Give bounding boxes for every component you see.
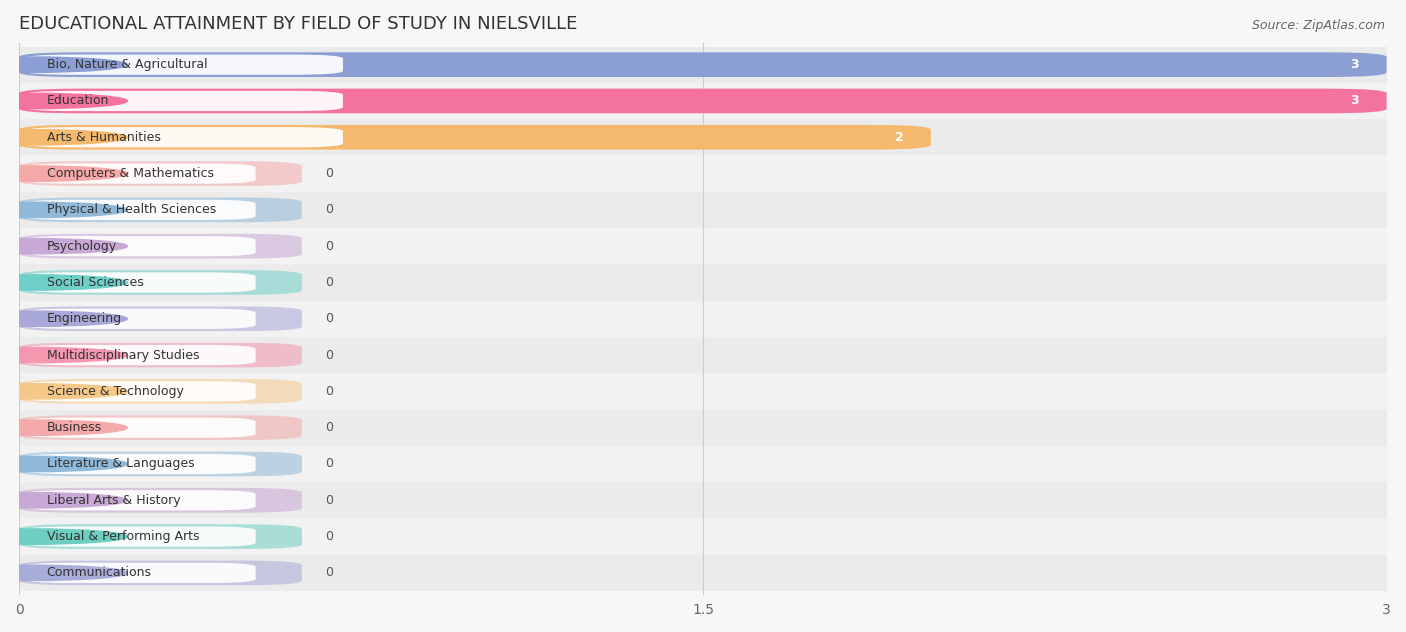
FancyBboxPatch shape	[24, 381, 256, 401]
Text: 0: 0	[325, 494, 333, 507]
Circle shape	[0, 238, 128, 254]
Text: 0: 0	[325, 312, 333, 325]
Bar	[20, 555, 1386, 591]
Circle shape	[0, 456, 128, 471]
Circle shape	[0, 275, 128, 290]
FancyBboxPatch shape	[20, 488, 302, 513]
FancyBboxPatch shape	[20, 379, 302, 404]
Circle shape	[0, 384, 128, 399]
Text: Multidisciplinary Studies: Multidisciplinary Studies	[46, 349, 200, 362]
Bar	[20, 83, 1386, 119]
FancyBboxPatch shape	[20, 270, 302, 295]
Text: 0: 0	[325, 349, 333, 362]
FancyBboxPatch shape	[24, 526, 256, 547]
Text: Education: Education	[46, 94, 110, 107]
Bar	[20, 410, 1386, 446]
Circle shape	[0, 311, 128, 327]
FancyBboxPatch shape	[24, 490, 256, 511]
Text: Engineering: Engineering	[46, 312, 122, 325]
Text: Source: ZipAtlas.com: Source: ZipAtlas.com	[1251, 19, 1385, 32]
Text: Social Sciences: Social Sciences	[46, 276, 143, 289]
Circle shape	[0, 348, 128, 363]
FancyBboxPatch shape	[24, 54, 343, 75]
FancyBboxPatch shape	[20, 125, 931, 150]
Bar	[20, 337, 1386, 374]
Text: 0: 0	[325, 530, 333, 543]
Text: Computers & Mathematics: Computers & Mathematics	[46, 167, 214, 180]
Text: Communications: Communications	[46, 566, 152, 580]
Circle shape	[0, 492, 128, 508]
Circle shape	[0, 166, 128, 181]
FancyBboxPatch shape	[20, 524, 302, 549]
Circle shape	[0, 57, 128, 72]
FancyBboxPatch shape	[24, 272, 256, 293]
Text: 0: 0	[325, 167, 333, 180]
FancyBboxPatch shape	[24, 127, 343, 147]
Text: Business: Business	[46, 421, 101, 434]
Circle shape	[0, 202, 128, 217]
FancyBboxPatch shape	[24, 91, 343, 111]
FancyBboxPatch shape	[24, 454, 256, 474]
Bar	[20, 191, 1386, 228]
FancyBboxPatch shape	[20, 561, 302, 585]
Text: 3: 3	[1351, 58, 1360, 71]
Text: EDUCATIONAL ATTAINMENT BY FIELD OF STUDY IN NIELSVILLE: EDUCATIONAL ATTAINMENT BY FIELD OF STUDY…	[20, 15, 578, 33]
Text: Arts & Humanities: Arts & Humanities	[46, 131, 160, 143]
Circle shape	[0, 420, 128, 435]
FancyBboxPatch shape	[24, 418, 256, 438]
FancyBboxPatch shape	[24, 308, 256, 329]
FancyBboxPatch shape	[24, 164, 256, 184]
Bar	[20, 47, 1386, 83]
Text: Science & Technology: Science & Technology	[46, 385, 184, 398]
FancyBboxPatch shape	[24, 236, 256, 257]
FancyBboxPatch shape	[20, 198, 302, 222]
Bar	[20, 518, 1386, 555]
FancyBboxPatch shape	[20, 343, 302, 367]
Text: Liberal Arts & History: Liberal Arts & History	[46, 494, 180, 507]
Text: 0: 0	[325, 458, 333, 470]
FancyBboxPatch shape	[20, 88, 1386, 113]
Bar	[20, 374, 1386, 410]
FancyBboxPatch shape	[20, 452, 302, 477]
Text: Psychology: Psychology	[46, 240, 117, 253]
Bar	[20, 264, 1386, 301]
Circle shape	[0, 565, 128, 581]
Text: 0: 0	[325, 204, 333, 216]
Circle shape	[0, 94, 128, 109]
Bar	[20, 446, 1386, 482]
Text: 0: 0	[325, 276, 333, 289]
FancyBboxPatch shape	[20, 234, 302, 258]
FancyBboxPatch shape	[20, 415, 302, 440]
Text: 0: 0	[325, 566, 333, 580]
Bar	[20, 482, 1386, 518]
Text: Visual & Performing Arts: Visual & Performing Arts	[46, 530, 200, 543]
Text: Bio, Nature & Agricultural: Bio, Nature & Agricultural	[46, 58, 207, 71]
Text: 0: 0	[325, 421, 333, 434]
FancyBboxPatch shape	[20, 307, 302, 331]
FancyBboxPatch shape	[20, 52, 1386, 77]
Bar	[20, 155, 1386, 191]
Bar	[20, 119, 1386, 155]
Text: Literature & Languages: Literature & Languages	[46, 458, 194, 470]
Bar	[20, 301, 1386, 337]
Bar	[20, 228, 1386, 264]
FancyBboxPatch shape	[24, 200, 256, 220]
Text: Physical & Health Sciences: Physical & Health Sciences	[46, 204, 217, 216]
Text: 0: 0	[325, 240, 333, 253]
FancyBboxPatch shape	[20, 161, 302, 186]
Text: 2: 2	[894, 131, 904, 143]
Circle shape	[0, 130, 128, 145]
Text: 3: 3	[1351, 94, 1360, 107]
Text: 0: 0	[325, 385, 333, 398]
FancyBboxPatch shape	[24, 345, 256, 365]
FancyBboxPatch shape	[24, 562, 256, 583]
Circle shape	[0, 529, 128, 544]
